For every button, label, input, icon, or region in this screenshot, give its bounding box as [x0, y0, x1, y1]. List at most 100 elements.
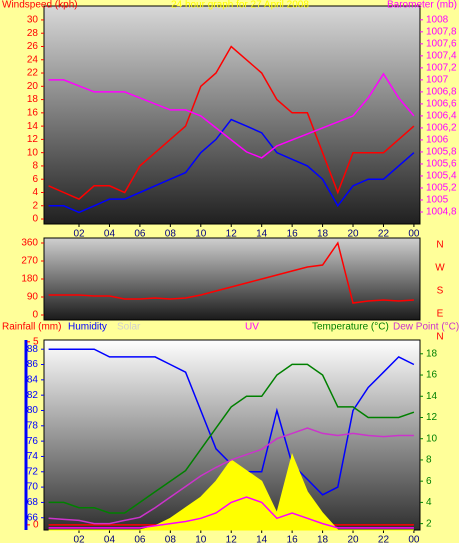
- y-tick-label: 14: [27, 121, 39, 132]
- y2-tick-label: 1007,6: [426, 38, 457, 49]
- y-tick-label: 70: [27, 482, 39, 493]
- y-tick-label: 82: [27, 390, 39, 401]
- y-tick-label: 80: [27, 405, 39, 416]
- y-tick-label: 74: [27, 451, 39, 462]
- y-tick-label: 84: [27, 374, 39, 385]
- chart-title: 24 hour graph for 27 April 2008: [171, 0, 309, 11]
- legend-entry: Dew Point (°C): [393, 322, 459, 333]
- plot-area: [43, 5, 421, 225]
- series-line: [48, 496, 414, 529]
- compass-label: S: [437, 286, 444, 297]
- x-tick-label: 12: [226, 535, 238, 543]
- y-tick-label: 180: [21, 274, 38, 285]
- y2-tick-label: 1005,4: [426, 171, 457, 182]
- series-line: [48, 45, 415, 200]
- compass-label: N: [436, 332, 443, 343]
- y-tick-label: 8: [32, 161, 38, 172]
- y3-tick-label: 0: [33, 520, 39, 531]
- y-tick-label: 88: [27, 344, 39, 355]
- y2-tick-label: 18: [426, 348, 438, 359]
- legend-entry: UV: [245, 322, 259, 333]
- x-tick-label: 08: [165, 535, 177, 543]
- x-tick-label: 16: [287, 229, 299, 240]
- y-tick-label: 0: [32, 310, 38, 321]
- compass-label: E: [437, 309, 444, 320]
- legend-entry: Humidity: [68, 322, 107, 333]
- y-axis-label: Windspeed (kph): [2, 0, 78, 11]
- y-tick-label: 18: [27, 94, 39, 105]
- y-tick-label: 22: [27, 68, 39, 79]
- y-tick-label: 10: [27, 147, 39, 158]
- x-tick-label: 16: [287, 535, 299, 543]
- y2-tick-label: 16: [426, 370, 438, 381]
- compass-label: N: [436, 240, 443, 251]
- y2-tick-label: 1008: [426, 14, 449, 25]
- compass-label: W: [435, 263, 445, 274]
- x-tick-label: 18: [317, 535, 329, 543]
- x-tick-label: 14: [256, 535, 268, 543]
- y2-tick-label: 1006: [426, 135, 449, 146]
- y2-tick-label: 1004,8: [426, 207, 457, 218]
- x-tick-label: 12: [226, 229, 238, 240]
- y2-tick-label: 8: [426, 455, 432, 466]
- y2-tick-label: 1006,6: [426, 99, 457, 110]
- y-tick-label: 76: [27, 436, 39, 447]
- y-tick-label: 86: [27, 359, 39, 370]
- x-tick-label: 06: [134, 535, 146, 543]
- y-tick-label: 30: [27, 15, 39, 26]
- x-tick-label: 08: [165, 229, 177, 240]
- x-tick-label: 04: [104, 229, 116, 240]
- y2-tick-label: 12: [426, 412, 438, 423]
- y2-tick-label: 1007,2: [426, 62, 457, 73]
- series-line: [48, 72, 415, 159]
- x-tick-label: 10: [195, 535, 207, 543]
- y-tick-label: 68: [27, 497, 39, 508]
- y3-tick-label: 5: [33, 336, 39, 347]
- y-tick-label: 28: [27, 28, 39, 39]
- y2-tick-label: 1006,4: [426, 111, 457, 122]
- y2-tick-label: 6: [426, 476, 432, 487]
- x-tick-label: 02: [73, 535, 85, 543]
- y-tick-label: 0: [32, 214, 38, 225]
- y-tick-label: 360: [21, 238, 38, 249]
- y2-tick-label: 2: [426, 518, 432, 529]
- y2-tick-label: 1005,6: [426, 159, 457, 170]
- series-area: [48, 453, 414, 531]
- x-tick-label: 00: [408, 229, 420, 240]
- y-tick-label: 16: [27, 107, 39, 118]
- y-tick-label: 26: [27, 41, 39, 52]
- x-tick-label: 00: [408, 535, 420, 543]
- y2-axis-label: Barometer (mb): [387, 0, 457, 11]
- legend-entry: Solar: [117, 322, 141, 333]
- y-tick-label: 2: [32, 200, 38, 211]
- x-tick-label: 20: [347, 229, 359, 240]
- series-line: [48, 241, 414, 304]
- series-line: [48, 427, 414, 525]
- y2-tick-label: 1007,4: [426, 50, 457, 61]
- series-line: [48, 363, 415, 514]
- y2-tick-label: 1007: [426, 75, 449, 86]
- series-line: [48, 118, 415, 214]
- y-tick-label: 66: [27, 512, 39, 523]
- x-tick-label: 04: [104, 535, 116, 543]
- y-tick-label: 72: [27, 466, 39, 477]
- y-tick-label: 6: [32, 174, 38, 185]
- y-tick-label: 270: [21, 256, 38, 267]
- y2-tick-label: 1005,8: [426, 147, 457, 158]
- y-tick-label: 90: [27, 292, 39, 303]
- x-tick-label: 02: [73, 229, 85, 240]
- x-tick-label: 22: [378, 229, 390, 240]
- x-tick-label: 20: [347, 535, 359, 543]
- y2-tick-label: 1005: [426, 195, 449, 206]
- y-tick-label: 78: [27, 420, 39, 431]
- y2-tick-label: 1006,8: [426, 87, 457, 98]
- y2-tick-label: 14: [426, 391, 438, 402]
- x-tick-label: 18: [317, 229, 329, 240]
- y-tick-label: 20: [27, 81, 39, 92]
- y2-tick-label: 1006,2: [426, 123, 457, 134]
- y2-tick-label: 10: [426, 433, 438, 444]
- legend-entry: Rainfall (mm): [2, 322, 61, 333]
- x-tick-label: 22: [378, 535, 390, 543]
- x-tick-label: 10: [195, 229, 207, 240]
